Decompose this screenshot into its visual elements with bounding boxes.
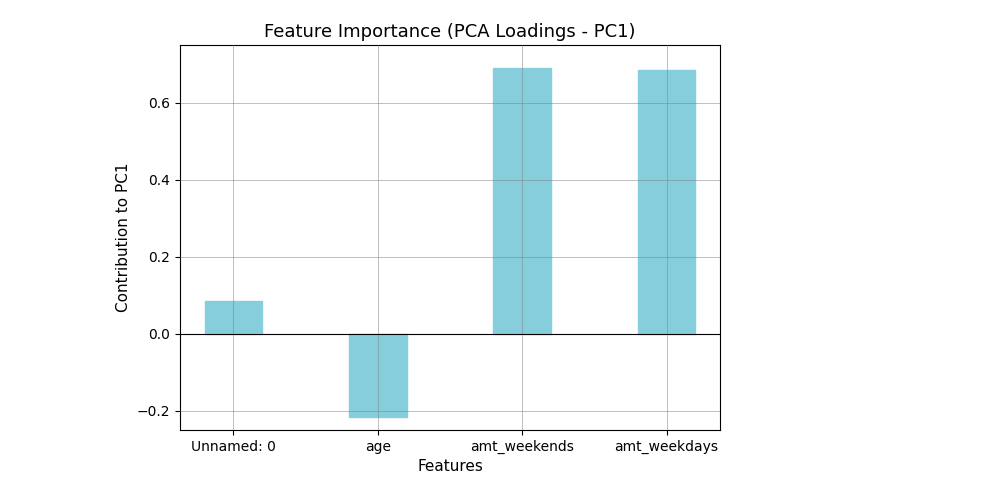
Bar [349, 334, 407, 416]
X-axis label: Features: Features [417, 460, 483, 474]
Title: Feature Importance (PCA Loadings - PC1): Feature Importance (PCA Loadings - PC1) [264, 22, 636, 40]
Bar [493, 68, 551, 334]
Y-axis label: Contribution to PC1: Contribution to PC1 [116, 163, 131, 312]
Bar [638, 70, 695, 334]
Bar [205, 301, 262, 334]
